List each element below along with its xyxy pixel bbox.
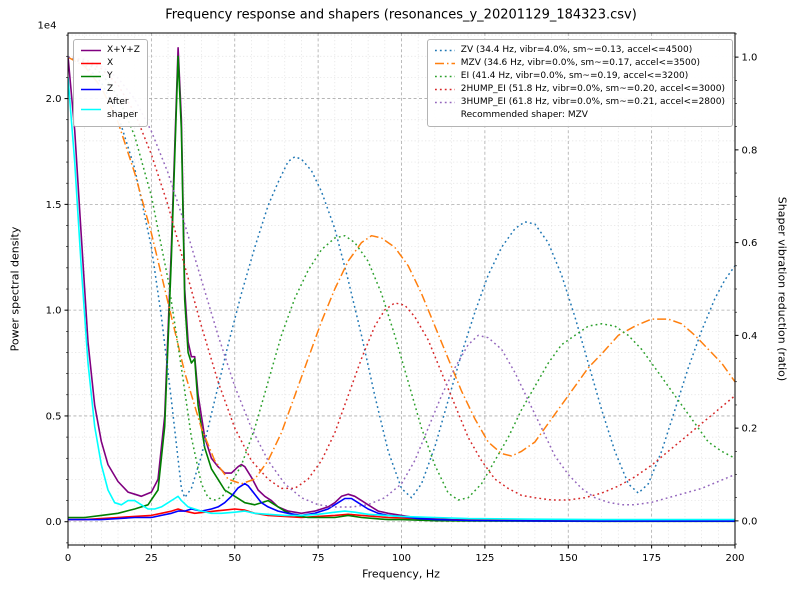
legend-line-sample (81, 108, 101, 110)
y-tick-label-left: 1.0 (46, 306, 62, 317)
legend-line-sample (81, 49, 101, 52)
legend-label: After shaper (107, 97, 138, 120)
x-tick-label: 25 (145, 553, 158, 564)
legend-label: 3HUMP_EI (61.8 Hz, vibr=0.0%, sm~=0.21, … (460, 97, 725, 107)
legend-line-sample (434, 75, 455, 78)
legend-line-sample (81, 88, 101, 91)
legend-label: MZV (34.6 Hz, vibr=0.0%, sm~=0.17, accel… (460, 58, 700, 68)
legend-line-sample (434, 49, 455, 52)
legend-label: 2HUMP_EI (51.8 Hz, vibr=0.0%, sm~=0.20, … (460, 84, 725, 94)
y-tick-label-left: 0.0 (46, 517, 62, 528)
legend-line-sample (434, 101, 455, 104)
y-tick-label-right: 0.2 (742, 424, 758, 435)
y-tick-label-right: 0.4 (742, 331, 758, 342)
psd-series-after-shaper (68, 77, 735, 521)
x-tick-label: 100 (392, 553, 411, 564)
legend-item: EI (41.4 Hz, vibr=0.0%, sm~=0.19, accel<… (434, 70, 725, 83)
legend-label: ZV (34.4 Hz, vibr=4.0%, sm~=0.13, accel<… (460, 45, 693, 55)
legend-line-sample (434, 62, 455, 65)
shaper-series-3hump-ei (68, 56, 735, 508)
legend-label: X+Y+Z (107, 45, 140, 55)
legend-line-sample (81, 75, 101, 78)
psd-series-x-y-z (68, 47, 735, 522)
legend-item: Z (80, 83, 140, 96)
legend-item: X (80, 57, 140, 70)
legend-item: X+Y+Z (80, 44, 140, 57)
legend-line-sample (434, 88, 455, 91)
x-tick-label: 75 (312, 553, 325, 564)
y-tick-label-right: 0.6 (742, 238, 758, 249)
legend-label: EI (41.4 Hz, vibr=0.0%, sm~=0.19, accel<… (460, 71, 689, 81)
y-tick-label-right: 1.0 (742, 53, 758, 64)
x-tick-label: 0 (65, 553, 71, 564)
y-tick-label-right: 0.8 (742, 145, 758, 156)
y-tick-label-right: 0.0 (742, 516, 758, 527)
x-axis-label: Frequency, Hz (362, 567, 440, 581)
legend-item: MZV (34.6 Hz, vibr=0.0%, sm~=0.17, accel… (434, 57, 725, 70)
x-tick-label: 50 (228, 553, 241, 564)
shaper-series-zv (68, 56, 735, 499)
legend-label: X (107, 58, 114, 68)
legend-line-sample (81, 62, 101, 65)
x-tick-label: 125 (475, 553, 494, 564)
legend-label: Recommended shaper: MZV (460, 110, 588, 120)
legend-psd: X+Y+Z X Y Z After shaper (73, 39, 148, 127)
shaper-series-ei (68, 56, 735, 501)
legend-label: Y (107, 71, 113, 81)
shaper-series-mzv (68, 56, 735, 485)
psd-series-y (68, 55, 735, 523)
legend-shapers: ZV (34.4 Hz, vibr=4.0%, sm~=0.13, accel<… (426, 39, 733, 127)
legend-label: Z (107, 84, 114, 94)
x-tick-label: 150 (559, 553, 578, 564)
legend-item: After shaper (80, 96, 140, 122)
chart-title: Frequency response and shapers (resonanc… (165, 7, 637, 23)
legend-item: ZV (34.4 Hz, vibr=4.0%, sm~=0.13, accel<… (434, 44, 725, 57)
legend-item: 2HUMP_EI (51.8 Hz, vibr=0.0%, sm~=0.20, … (434, 83, 725, 96)
legend-item: Recommended shaper: MZV (434, 109, 725, 122)
y-axis-label-right: Shaper vibration reduction (ratio) (775, 196, 789, 382)
x-tick-label: 200 (725, 553, 744, 564)
y-axis-offset-label: 1e4 (37, 20, 57, 32)
y-tick-label-left: 1.5 (46, 200, 62, 211)
y-tick-label-left: 0.5 (46, 411, 62, 422)
y-axis-label-left: Power spectral density (8, 226, 22, 352)
legend-item: Y (80, 70, 140, 83)
legend-item: 3HUMP_EI (61.8 Hz, vibr=0.0%, sm~=0.21, … (434, 96, 725, 109)
y-tick-label-left: 2.0 (46, 94, 62, 105)
x-tick-label: 175 (642, 553, 661, 564)
